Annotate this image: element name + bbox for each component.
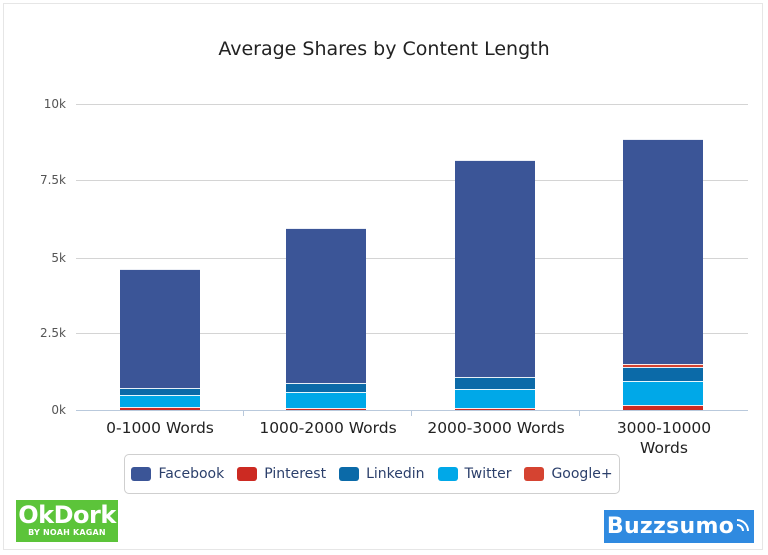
legend-swatch-icon xyxy=(524,467,545,481)
bar-segment-linkedin[interactable] xyxy=(286,382,366,392)
buzzsumo-logo-text: Buzzsumo xyxy=(606,514,735,539)
signal-waves-icon xyxy=(736,518,750,531)
bar-segment-linkedin[interactable] xyxy=(120,387,200,395)
x-label-line: 2000-3000 Words xyxy=(427,419,565,437)
y-tick-label: 0k xyxy=(51,403,66,417)
bar-segment-pinterest[interactable] xyxy=(623,405,703,410)
legend-label: Facebook xyxy=(158,466,225,482)
bar-segment-linkedin[interactable] xyxy=(455,377,535,390)
bar-segment-pinterest[interactable] xyxy=(120,406,200,410)
bar-segment-facebook[interactable] xyxy=(286,227,366,383)
bar-segment-facebook[interactable] xyxy=(623,138,703,364)
legend-swatch-icon xyxy=(131,467,152,481)
y-tick-label: 7.5k xyxy=(39,173,66,187)
bar-segment-googleplus[interactable] xyxy=(623,363,703,368)
x-label: 2000-3000 Words xyxy=(412,418,580,438)
legend-item-twitter[interactable]: Twitter xyxy=(437,466,512,482)
x-axis-line xyxy=(76,410,748,411)
legend: Facebook Pinterest Linkedin Twitter Goog… xyxy=(124,454,620,494)
x-label-line: Words xyxy=(640,439,688,457)
x-tick-mark xyxy=(579,410,580,416)
okdork-logo-text: OkDork xyxy=(18,501,116,529)
buzzsumo-logo: Buzzsumo xyxy=(604,510,754,543)
legend-label: Pinterest xyxy=(264,466,327,482)
bar-segment-twitter[interactable] xyxy=(455,389,535,408)
chart-title: Average Shares by Content Length xyxy=(218,38,550,60)
gridline xyxy=(76,258,748,259)
okdork-logo-subtext: BY NOAH KAGAN xyxy=(28,528,106,537)
okdork-logo: OkDork BY NOAH KAGAN xyxy=(16,500,118,542)
bar-segment-twitter[interactable] xyxy=(286,391,366,408)
y-tick-label: 10k xyxy=(43,97,66,111)
legend-label: Linkedin xyxy=(366,466,425,482)
x-label-line: 1000-2000 Words xyxy=(259,419,397,437)
bar-segment-pinterest[interactable] xyxy=(455,407,535,410)
legend-item-pinterest[interactable]: Pinterest xyxy=(237,466,326,482)
bar-segment-twitter[interactable] xyxy=(623,380,703,406)
legend-item-linkedin[interactable]: Linkedin xyxy=(339,466,425,482)
gridline xyxy=(76,104,748,105)
bar-segment-facebook[interactable] xyxy=(455,159,535,378)
legend-swatch-icon xyxy=(339,467,360,481)
bar-segment-linkedin[interactable] xyxy=(623,367,703,381)
legend-label: Twitter xyxy=(464,466,512,482)
legend-swatch-icon xyxy=(237,467,258,481)
x-label: 3000-10000 Words xyxy=(580,418,748,458)
x-label: 1000-2000 Words xyxy=(244,418,412,438)
bar-segment-twitter[interactable] xyxy=(120,394,200,407)
x-tick-mark xyxy=(243,410,244,416)
legend-item-googleplus[interactable]: Google+ xyxy=(524,466,613,482)
x-label-line: 0-1000 Words xyxy=(106,419,214,437)
gridline xyxy=(76,333,748,334)
bar-segment-pinterest[interactable] xyxy=(286,407,366,410)
legend-swatch-icon xyxy=(437,467,458,481)
legend-label: Google+ xyxy=(551,466,613,482)
gridline xyxy=(76,180,748,181)
bar-segment-facebook[interactable] xyxy=(120,269,200,388)
x-tick-mark xyxy=(411,410,412,416)
x-label-line: 3000-10000 xyxy=(616,419,712,437)
y-tick-label: 5k xyxy=(51,251,66,265)
x-label: 0-1000 Words xyxy=(76,418,244,438)
legend-item-facebook[interactable]: Facebook xyxy=(131,466,224,482)
y-tick-label: 2.5k xyxy=(39,326,66,340)
